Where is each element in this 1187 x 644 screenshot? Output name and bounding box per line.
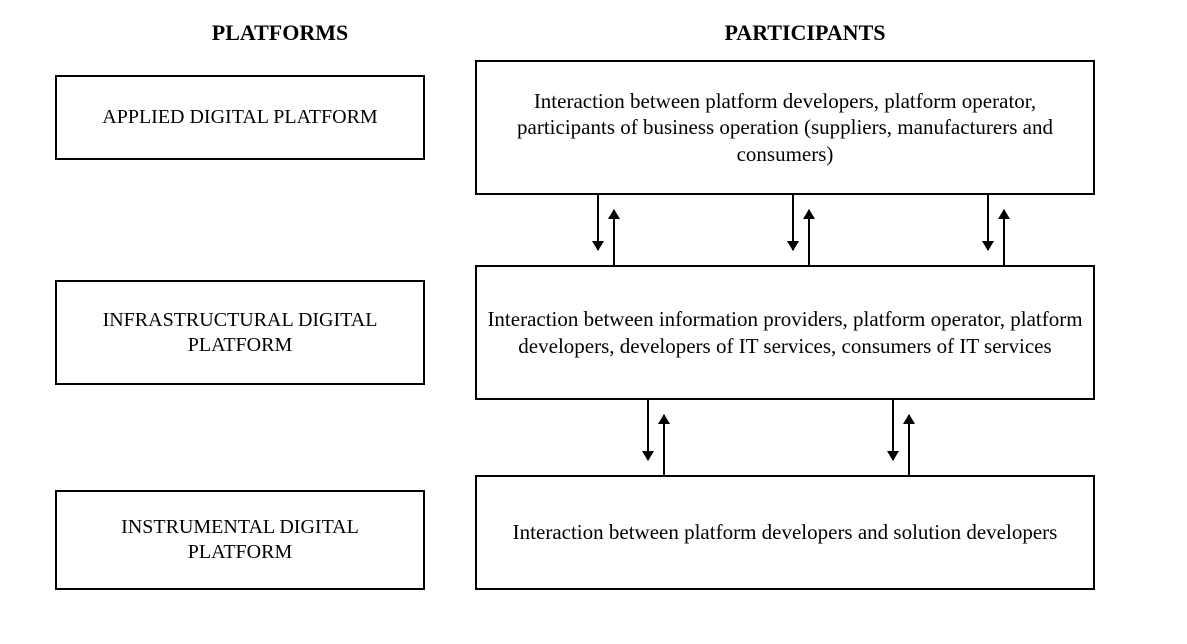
arrow-down-icon [647, 400, 649, 460]
arrow-down-icon [597, 195, 599, 250]
header-platforms: PLATFORMS [180, 20, 380, 46]
header-participants: PARTICIPANTS [680, 20, 930, 46]
node-participants-applied-label: Interaction between platform developers,… [487, 88, 1083, 167]
arrow-up-icon [908, 415, 910, 475]
header-participants-label: PARTICIPANTS [725, 20, 886, 45]
arrow-down-icon [792, 195, 794, 250]
header-platforms-label: PLATFORMS [212, 20, 348, 45]
arrow-up-icon [808, 210, 810, 265]
arrow-up-icon [663, 415, 665, 475]
node-platform-infra: INFRASTRUCTURAL DIGITAL PLATFORM [55, 280, 425, 385]
arrow-down-icon [892, 400, 894, 460]
arrow-up-icon [613, 210, 615, 265]
node-platform-applied: APPLIED DIGITAL PLATFORM [55, 75, 425, 160]
node-participants-applied: Interaction between platform developers,… [475, 60, 1095, 195]
node-participants-instrumental: Interaction between platform developers … [475, 475, 1095, 590]
arrow-up-icon [1003, 210, 1005, 265]
node-participants-infra-label: Interaction between information provider… [487, 306, 1083, 359]
node-platform-instrumental: INSTRUMENTAL DIGITAL PLATFORM [55, 490, 425, 590]
arrow-down-icon [987, 195, 989, 250]
node-platform-infra-label: INFRASTRUCTURAL DIGITAL PLATFORM [67, 308, 413, 358]
node-participants-instrumental-label: Interaction between platform developers … [513, 519, 1058, 545]
node-platform-instrumental-label: INSTRUMENTAL DIGITAL PLATFORM [67, 515, 413, 565]
node-participants-infra: Interaction between information provider… [475, 265, 1095, 400]
node-platform-applied-label: APPLIED DIGITAL PLATFORM [102, 105, 377, 130]
